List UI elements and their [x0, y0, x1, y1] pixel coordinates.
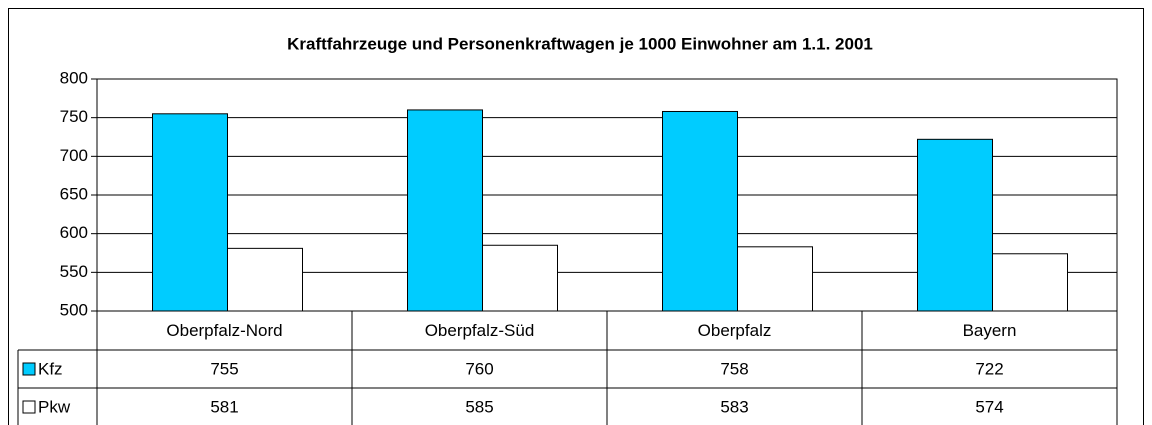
- data-table-value: 581: [210, 397, 238, 416]
- y-tick-label: 600: [60, 223, 88, 242]
- data-table-value: 574: [975, 397, 1003, 416]
- y-tick-label: 500: [60, 300, 88, 319]
- y-tick-label: 700: [60, 146, 88, 165]
- bar: [917, 138, 993, 312]
- bar: [662, 110, 738, 312]
- bar: [992, 253, 1068, 312]
- data-table-value: 583: [720, 397, 748, 416]
- data-table-value: 760: [465, 359, 493, 378]
- y-tick-label: 750: [60, 107, 88, 126]
- legend-label: Pkw: [38, 397, 71, 416]
- x-tick-label: Bayern: [963, 321, 1017, 340]
- legend-key: [22, 400, 36, 414]
- data-table-value: 722: [975, 359, 1003, 378]
- bar: [482, 244, 558, 312]
- bar: [152, 113, 228, 312]
- chart-title: Kraftfahrzeuge und Personenkraftwagen je…: [287, 34, 873, 53]
- y-tick-label: 550: [60, 262, 88, 281]
- y-tick-label: 800: [60, 68, 88, 87]
- x-tick-label: Oberpfalz-Süd: [425, 321, 535, 340]
- y-tick-label: 650: [60, 184, 88, 203]
- legend-label: Kfz: [38, 359, 63, 378]
- data-table-value: 758: [720, 359, 748, 378]
- bar: [407, 109, 483, 312]
- data-table-value: 755: [210, 359, 238, 378]
- x-tick-label: Oberpfalz-Nord: [166, 321, 282, 340]
- legend-key: [22, 362, 36, 376]
- bar: [737, 246, 813, 312]
- bar: [227, 247, 303, 312]
- x-tick-label: Oberpfalz: [698, 321, 772, 340]
- data-table-value: 585: [465, 397, 493, 416]
